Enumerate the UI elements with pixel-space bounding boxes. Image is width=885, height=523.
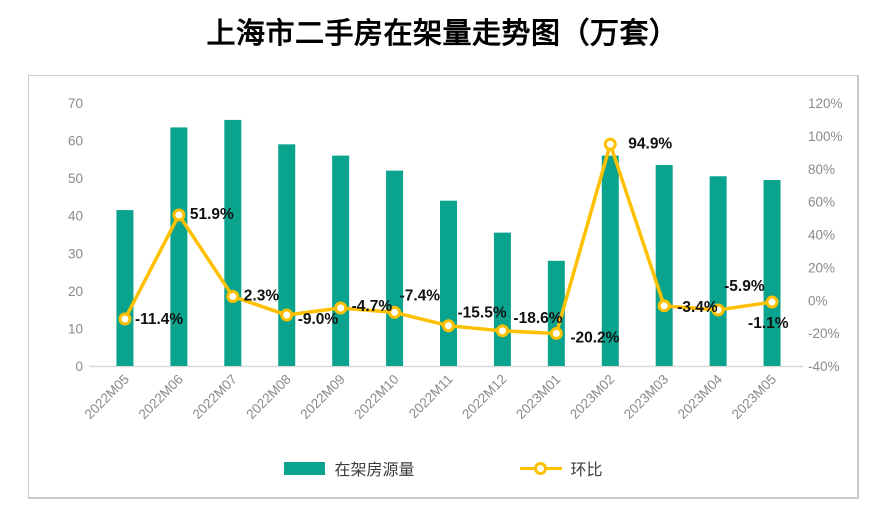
x-axis-tick-label: 2023M04 [675,371,726,422]
line-marker-2022M11[interactable] [442,319,455,333]
y-axis-tick-label: 50 [68,171,83,186]
line-data-label: -5.9% [724,278,765,295]
secondary-axis-tick-label: 40% [808,228,835,243]
line-marker-2022M06[interactable] [172,208,186,222]
y-axis-tick-label: 70 [68,96,83,111]
line-marker-2023M04[interactable] [711,303,725,317]
secondary-axis-tick-label: 80% [808,162,835,177]
x-axis-tick-label: 2023M03 [621,372,671,422]
line-marker-2022M12[interactable] [495,324,509,338]
x-axis-tick-label: 2022M06 [136,372,186,422]
bar-2022M09[interactable] [332,155,350,366]
bar-2022M10[interactable] [386,170,404,366]
y-axis-tick-label: 0 [75,359,83,374]
bar-2023M01[interactable] [547,260,565,366]
combo-chart: 0 10 20 30 40 50 60 70 -40% -20% 0% 20% 40% 60% 80% 100… [68,96,843,422]
bar-2022M07[interactable] [224,119,242,367]
bar-2022M06[interactable] [170,127,188,366]
x-axis-tick-label: 2022M12 [459,372,509,422]
y-axis-tick-label: 20 [68,284,83,299]
line-data-label: -9.0% [298,311,339,328]
bar-2023M04[interactable] [709,176,727,366]
secondary-axis-tick-label: 0% [808,293,828,308]
line-marker-2022M05[interactable] [118,312,132,326]
secondary-axis-tick-label: -20% [808,326,840,341]
y-axis-tick-label: 60 [68,134,83,149]
line-marker-2023M02[interactable] [603,137,617,151]
bar-2022M05[interactable] [116,210,134,366]
bar-2023M02[interactable] [601,155,619,366]
line-data-label: 51.9% [190,206,234,223]
x-axis-tick-label: 2022M11 [406,372,456,422]
x-axis-tick-label: 2022M09 [297,372,347,422]
secondary-axis-tick-label: 100% [808,129,843,144]
page-title: 上海市二手房在架量走势图（万套） [206,18,679,50]
line-data-label: -20.2% [570,329,619,346]
secondary-axis-tick-label: 120% [808,96,843,111]
line-marker-2022M10[interactable] [388,305,402,319]
y-axis-tick-label: 10 [68,321,83,336]
x-axis-tick-label: 2023M01 [513,372,563,422]
line-series-swatch-icon [519,461,562,475]
secondary-axis-tick-label: -40% [808,359,840,374]
line-marker-2023M03[interactable] [657,299,671,313]
line-data-label: -18.6% [513,310,562,327]
chart-legend: 在架房源量 环比 [29,455,858,481]
legend-item-bar-series[interactable]: 在架房源量 [284,456,415,480]
line-data-label: -3.4% [677,299,718,316]
line-data-label: -7.4% [400,287,441,304]
x-axis-tick-label: 2022M10 [351,372,401,422]
x-axis-tick-label: 2023M05 [729,372,779,422]
line-data-label: 94.9% [628,135,672,152]
line-marker-2022M08[interactable] [280,308,294,322]
legend-label-line-series: 环比 [570,462,603,479]
line-data-label: -11.4% [135,311,183,328]
legend-item-line-series[interactable]: 环比 [519,456,603,480]
chart-card: 0 10 20 30 40 50 60 70 -40% -20% 0% 20% 40% 60% 80% 100… [28,75,859,499]
secondary-axis-tick-label: 20% [808,260,835,275]
bar-2023M05[interactable] [763,180,781,366]
line-marker-2023M01[interactable] [549,326,563,340]
y-axis-tick-label: 40 [68,209,83,224]
legend-label-bar-series: 在架房源量 [334,462,415,479]
line-marker-2022M09[interactable] [334,301,348,315]
x-axis-tick-label: 2022M05 [82,372,132,422]
line-data-label: 2.3% [244,287,280,304]
bar-2022M12[interactable] [493,232,511,366]
line-data-label: -4.7% [352,298,393,315]
line-data-label: -1.1% [748,315,789,332]
line-marker-2022M07[interactable] [226,289,240,303]
bar-2023M03[interactable] [655,164,673,366]
bar-series-swatch-icon [284,461,326,475]
x-axis-tick-label: 2022M08 [243,372,293,422]
x-axis-tick-label: 2023M02 [567,372,617,422]
bar-2022M11[interactable] [440,200,457,366]
y-axis-tick-label: 30 [68,246,83,261]
secondary-axis-tick-label: 60% [808,195,835,210]
bar-2022M08[interactable] [278,144,296,366]
line-marker-2023M05[interactable] [765,295,779,309]
x-axis-tick-label: 2022M07 [190,372,240,422]
line-data-label: -15.5% [458,305,507,322]
